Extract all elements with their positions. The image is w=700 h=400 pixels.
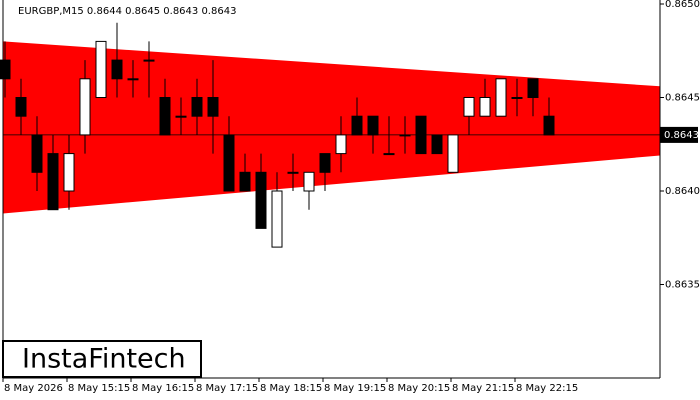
x-tick-label: 8 May 21:15	[452, 383, 514, 394]
candle-body	[271, 190, 283, 248]
x-tick-label: 8 May 17:15	[196, 383, 258, 394]
candle-body	[31, 134, 43, 173]
chart-title: EURGBP,M15 0.8644 0.8645 0.8643 0.8643	[18, 6, 236, 17]
candle-body	[0, 59, 11, 80]
candle-body	[415, 115, 427, 155]
x-tick-label: 8 May 2026	[4, 383, 63, 394]
candle-body	[111, 59, 123, 80]
candle-body	[255, 171, 267, 229]
candle-body	[495, 78, 507, 117]
logo: InstaFintech	[22, 344, 186, 375]
candle-body	[287, 171, 299, 174]
candle-body	[463, 97, 475, 117]
y-tick-label: 0.8645	[665, 93, 700, 104]
candle-body	[351, 115, 363, 136]
candle-body	[191, 97, 203, 117]
last-price-label: 0.8643	[664, 130, 699, 141]
candle-body	[127, 78, 139, 81]
x-tick-label: 8 May 19:15	[324, 383, 386, 394]
candle-body	[303, 171, 315, 192]
last-price-box	[660, 126, 698, 143]
x-tick-label: 8 May 15:15	[68, 383, 130, 394]
candle-body	[335, 134, 347, 155]
x-tick-label: 8 May 16:15	[132, 383, 194, 394]
candle-body	[207, 97, 219, 117]
y-tick-label: 0.8635	[665, 280, 700, 291]
candle-body	[399, 134, 411, 137]
candle-body	[63, 153, 75, 192]
x-tick-label: 8 May 22:15	[516, 383, 578, 394]
candle-body	[47, 153, 59, 211]
candle-body	[159, 97, 171, 136]
candle-body	[431, 134, 443, 155]
candle-body	[319, 153, 331, 173]
y-tick-label: 0.8640	[665, 186, 700, 197]
candle-body	[447, 134, 459, 173]
candle-body	[79, 78, 91, 136]
candle-body	[383, 153, 395, 156]
candle-body	[543, 115, 555, 136]
candle-body	[175, 115, 187, 118]
candle-body	[527, 78, 539, 99]
candle-body	[367, 115, 379, 136]
logo-box	[2, 340, 202, 378]
x-tick-label: 8 May 18:15	[260, 383, 322, 394]
candle-body	[143, 59, 155, 62]
candle-body	[239, 171, 251, 192]
candle-body	[223, 134, 235, 192]
candle-body	[479, 97, 491, 117]
y-tick-label: 0.8650	[665, 0, 700, 10]
x-tick-label: 8 May 20:15	[388, 383, 450, 394]
candle-body	[15, 97, 27, 117]
candle-body	[95, 40, 107, 98]
candle-body	[511, 97, 523, 99]
